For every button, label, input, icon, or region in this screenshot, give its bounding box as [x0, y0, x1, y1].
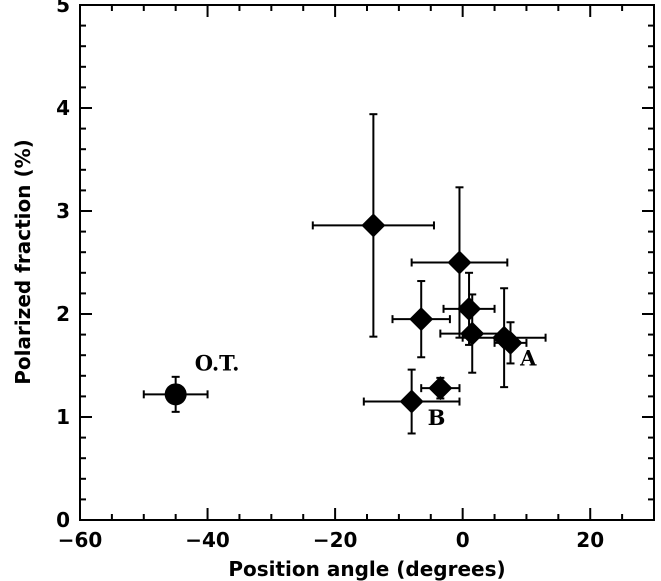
diamond-marker	[361, 213, 386, 238]
diamond-marker	[447, 250, 472, 275]
data-points	[142, 113, 547, 435]
data-point	[439, 293, 506, 374]
data-point	[362, 368, 461, 435]
diamond-marker	[399, 389, 424, 414]
axis-ticks	[79, 4, 655, 521]
data-point	[493, 321, 528, 365]
diamond-marker	[409, 307, 434, 332]
x-axis-title: Position angle (degrees)	[228, 557, 505, 581]
y-tick-label: 0	[56, 508, 70, 532]
y-tick-label: 5	[56, 0, 70, 17]
x-tick-label: −20	[313, 528, 358, 552]
annotation-label: O.T.	[195, 351, 240, 376]
data-point	[410, 186, 509, 339]
y-axis-title: Polarized fraction (%)	[11, 139, 35, 385]
data-point	[311, 113, 435, 338]
x-tick-label: −40	[185, 528, 230, 552]
diamond-marker	[498, 330, 523, 355]
x-tick-label: 20	[576, 528, 604, 552]
y-tick-label: 2	[56, 302, 70, 326]
plot-frame	[79, 4, 655, 521]
data-point	[391, 280, 451, 359]
y-tick-label: 1	[56, 405, 70, 429]
diamond-marker	[460, 321, 485, 346]
data-point	[142, 375, 209, 413]
tick-labels: −60 −40 −20 0 20 0 1 2 3 4 5	[56, 0, 604, 552]
annotation-label: A	[519, 346, 537, 371]
annotation-label: B	[428, 405, 446, 430]
diamond-marker	[457, 296, 482, 321]
annotations: O.T. A B	[195, 346, 537, 431]
x-tick-label: −60	[58, 528, 103, 552]
circle-marker	[164, 383, 187, 406]
y-tick-label: 3	[56, 199, 70, 223]
data-point	[420, 376, 461, 401]
diamond-marker	[428, 376, 453, 401]
x-tick-label: 0	[456, 528, 470, 552]
y-tick-label: 4	[56, 96, 70, 120]
